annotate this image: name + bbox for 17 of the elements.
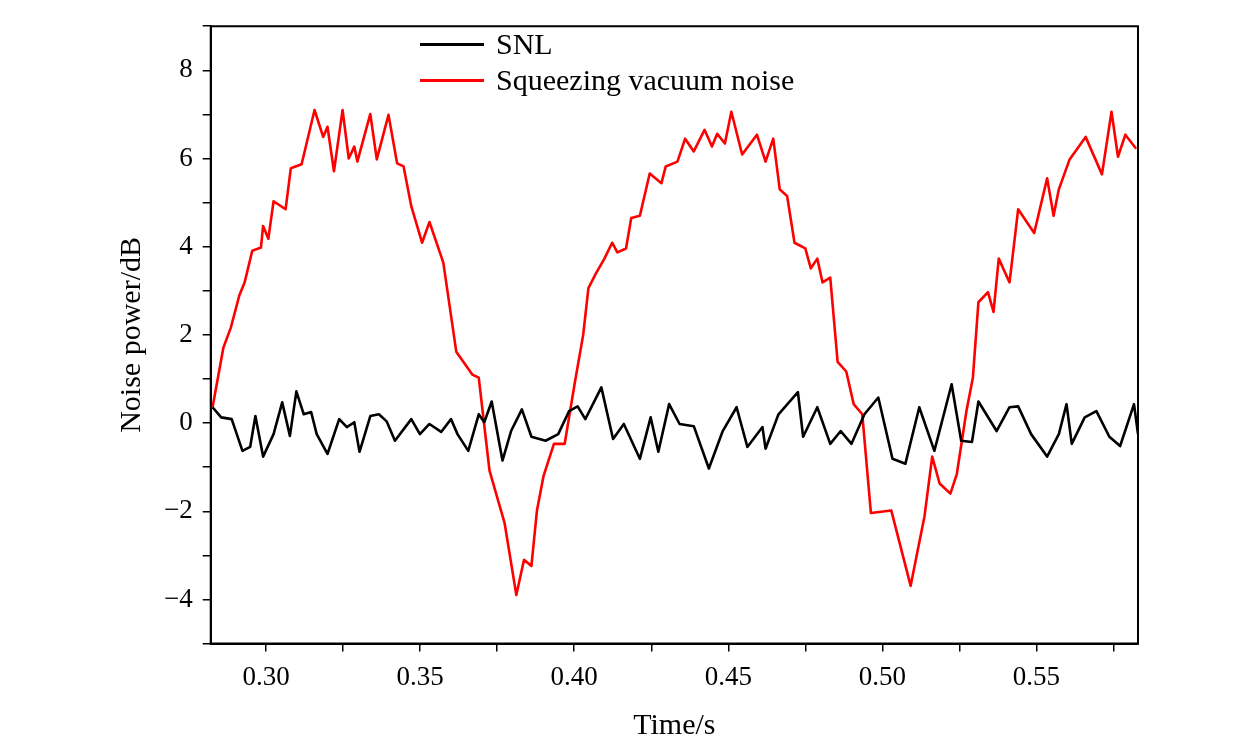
x-tick-label: 0.55 bbox=[1012, 660, 1060, 691]
y-tick-label: −2 bbox=[163, 494, 193, 525]
legend-label: SNL bbox=[496, 26, 553, 62]
y-tick-label: 8 bbox=[179, 53, 193, 84]
x-tick-label: 0.45 bbox=[704, 660, 752, 691]
x-tick-label: 0.50 bbox=[858, 660, 906, 691]
y-tick-label: 6 bbox=[179, 141, 193, 172]
y-tick-label: 2 bbox=[179, 317, 193, 348]
x-tick-label: 0.35 bbox=[396, 660, 444, 691]
y-axis-title: Noise power/dB bbox=[112, 236, 146, 433]
y-tick-label: 4 bbox=[179, 229, 194, 260]
legend-label: Squeezing vacuum noise bbox=[496, 62, 795, 98]
y-tick-label: 0 bbox=[179, 406, 193, 437]
y-tick-label: −4 bbox=[163, 582, 194, 613]
x-axis-title: Time/s bbox=[633, 706, 716, 740]
x-tick-label: 0.30 bbox=[242, 660, 290, 691]
x-tick-label: 0.40 bbox=[550, 660, 598, 691]
